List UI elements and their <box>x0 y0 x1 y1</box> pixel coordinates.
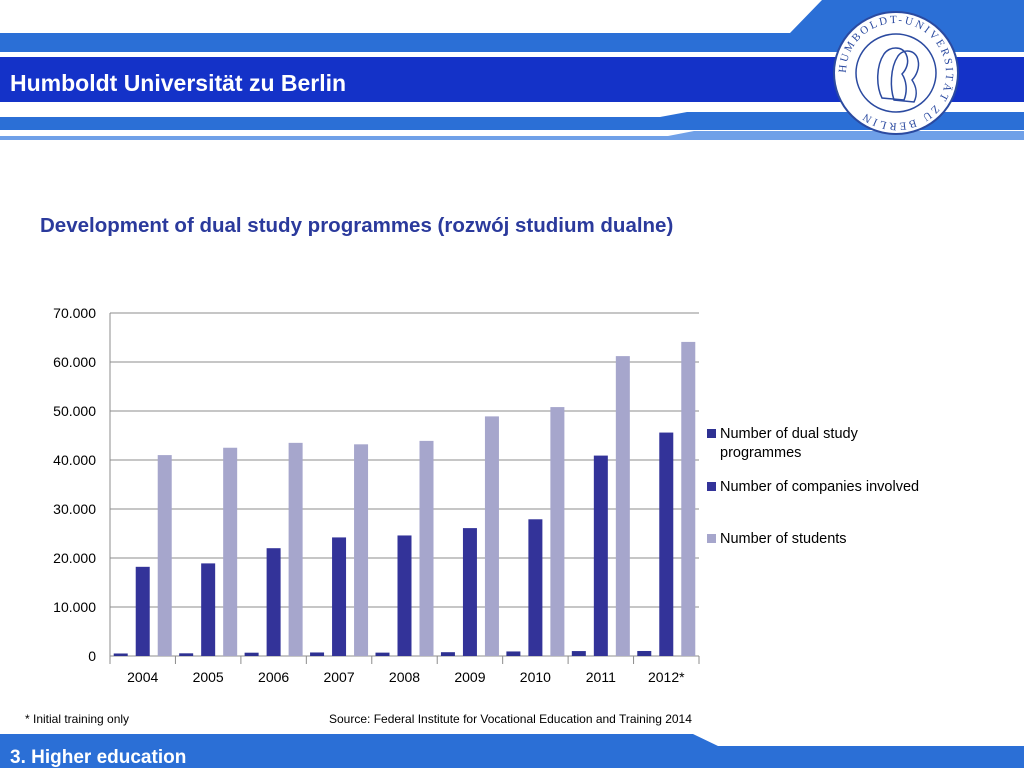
bar <box>659 432 674 656</box>
bar <box>375 652 390 656</box>
source-note: Source: Federal Institute for Vocational… <box>329 712 692 726</box>
x-tick-label: 2006 <box>258 669 289 685</box>
x-tick-label: 2009 <box>454 669 485 685</box>
bar <box>157 455 172 656</box>
bar-chart: 0 10.000 20.000 30.000 40.000 50.000 60.000 70.… <box>53 305 919 685</box>
section-label: 3. Higher education <box>10 747 187 768</box>
slide-title: Development of dual study programmes (ro… <box>40 214 674 237</box>
y-tick-label: 40.000 <box>53 452 96 468</box>
header-band <box>0 0 1024 140</box>
y-tick-label: 30.000 <box>53 501 96 517</box>
bar <box>550 407 565 656</box>
y-tick-label: 70.000 <box>53 305 96 321</box>
bar <box>462 528 477 656</box>
bar <box>637 650 652 656</box>
bar <box>266 548 281 656</box>
footer-band <box>0 734 1024 768</box>
university-title: Humboldt Universität zu Berlin <box>10 70 347 96</box>
x-tick-label: 2012* <box>648 669 685 685</box>
bar <box>179 653 194 656</box>
legend-label: Number of companies involved <box>720 479 919 495</box>
bar <box>528 519 543 656</box>
legend-label: Number of students <box>720 531 847 547</box>
bar <box>135 566 150 656</box>
bar <box>440 652 455 656</box>
legend-label: Number of dual study programmes <box>720 426 859 461</box>
bar <box>615 356 630 656</box>
bar <box>310 652 325 656</box>
bar <box>223 447 238 656</box>
bar <box>419 440 434 656</box>
bar <box>571 651 586 656</box>
bar <box>288 442 303 656</box>
footnote: * Initial training only <box>25 712 130 726</box>
x-tick-label: 2007 <box>323 669 354 685</box>
bar <box>593 455 608 656</box>
x-tick-label: 2010 <box>520 669 551 685</box>
bar <box>397 535 412 656</box>
x-tick-label: 2005 <box>193 669 224 685</box>
bar <box>201 563 216 656</box>
bar <box>332 537 347 656</box>
bar <box>113 653 128 656</box>
bar <box>244 652 259 656</box>
university-seal-icon: HUMBOLDT-UNIVERSITÄT ZU BERLIN <box>833 11 959 135</box>
x-tick-label: 2004 <box>127 669 158 685</box>
legend-swatch <box>707 534 716 543</box>
bar <box>506 651 521 656</box>
x-tick-label: 2011 <box>586 669 616 685</box>
bar <box>681 341 696 656</box>
y-tick-label: 20.000 <box>53 550 96 566</box>
y-tick-label: 50.000 <box>53 403 96 419</box>
bar <box>354 444 369 656</box>
y-tick-label: 0 <box>88 648 96 664</box>
bar <box>484 416 499 656</box>
legend-swatch <box>707 429 716 438</box>
y-tick-label: 60.000 <box>53 354 96 370</box>
y-tick-label: 10.000 <box>53 599 96 615</box>
x-tick-label: 2008 <box>389 669 420 685</box>
legend-swatch <box>707 482 716 491</box>
